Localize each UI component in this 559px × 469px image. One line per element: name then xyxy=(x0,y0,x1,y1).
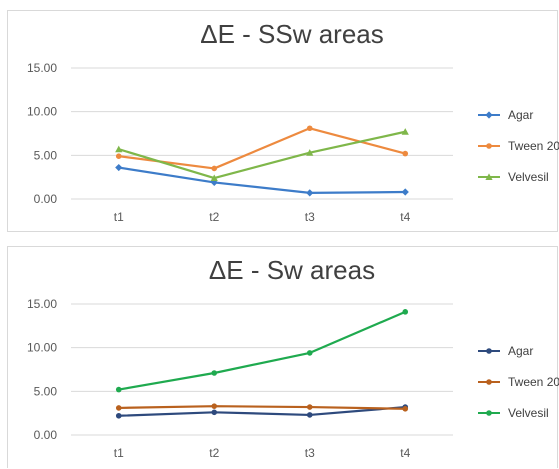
y-tick-label: 10.00 xyxy=(27,105,57,119)
data-point xyxy=(402,150,409,157)
legend-item: Agar xyxy=(478,108,533,122)
series-agar xyxy=(115,163,409,197)
series-tween-20 xyxy=(115,403,409,412)
series-line xyxy=(118,130,406,180)
data-point xyxy=(402,406,409,412)
data-point xyxy=(211,370,218,376)
data-point xyxy=(115,153,122,160)
series-line xyxy=(118,166,406,194)
x-tick-label: t4 xyxy=(400,210,410,224)
legend-marker xyxy=(485,173,493,180)
x-tick-label: t2 xyxy=(209,210,219,224)
y-tick-label: 5.00 xyxy=(34,384,58,398)
y-tick-label: 15.00 xyxy=(27,61,57,75)
series-line xyxy=(118,310,406,391)
chart-title: ΔE - SSw areas xyxy=(200,19,384,49)
y-tick-label: 0.00 xyxy=(34,192,58,206)
legend-marker xyxy=(486,348,492,354)
legend-marker xyxy=(486,410,492,416)
x-tick-label: t4 xyxy=(400,446,410,460)
series-line xyxy=(118,405,406,410)
legend-marker xyxy=(485,111,493,119)
legend-item: Velvesil xyxy=(478,170,549,184)
y-tick-label: 15.00 xyxy=(27,297,57,311)
data-point xyxy=(211,165,218,172)
legend-label: Agar xyxy=(508,344,533,358)
legend-marker xyxy=(486,143,492,149)
legend-item: Tween 20 xyxy=(478,139,559,153)
chart-title: ΔE - Sw areas xyxy=(209,255,375,285)
data-point xyxy=(210,174,218,182)
data-point xyxy=(401,128,409,135)
legend-label: Velvesil xyxy=(508,406,549,420)
legend-label: Tween 20 xyxy=(508,139,559,153)
x-tick-label: t2 xyxy=(209,446,219,460)
series-tween-20 xyxy=(115,125,409,172)
data-point xyxy=(211,403,218,409)
legend-marker xyxy=(486,379,492,385)
chart-panel-sw: ΔE - Sw areas 0.00 5.00 10.00 15.00 t1 t2 t3 t4 A… xyxy=(7,246,559,468)
data-point xyxy=(306,404,313,410)
x-tick-label: t1 xyxy=(114,446,124,460)
y-tick-label: 10.00 xyxy=(27,341,57,355)
legend-item: Tween 20 xyxy=(478,375,559,389)
chart-ssw-areas: ΔE - SSw areas 0.00 5.00 10.00 15.00 t1 t2 t3 t4… xyxy=(27,19,559,224)
y-tick-label: 0.00 xyxy=(34,428,58,442)
data-point xyxy=(306,350,313,356)
data-point xyxy=(306,125,313,132)
chart-panel-ssw: ΔE - SSw areas 0.00 5.00 10.00 15.00 t1 t2 t3 t4… xyxy=(7,10,559,232)
x-tick-label: t3 xyxy=(305,446,315,460)
legend-item: Velvesil xyxy=(478,406,549,420)
series-line xyxy=(118,127,406,170)
data-point xyxy=(115,163,123,172)
x-tick-label: t3 xyxy=(305,210,315,224)
data-point xyxy=(306,189,314,197)
series-velvesil xyxy=(115,128,409,182)
data-point xyxy=(115,412,122,419)
data-point xyxy=(401,188,409,196)
data-point xyxy=(115,145,123,153)
data-point xyxy=(211,409,218,416)
data-point xyxy=(115,386,122,393)
chart-sw-areas: ΔE - Sw areas 0.00 5.00 10.00 15.00 t1 t2 t3 t4 A… xyxy=(27,255,559,460)
data-point xyxy=(306,149,314,156)
legend-label: Velvesil xyxy=(508,170,549,184)
data-point xyxy=(306,412,313,418)
x-tick-label: t1 xyxy=(114,210,124,224)
legend-label: Agar xyxy=(508,108,533,122)
series-line xyxy=(118,405,406,417)
data-point xyxy=(402,309,409,315)
series-velvesil xyxy=(115,309,409,393)
y-tick-label: 5.00 xyxy=(34,148,58,162)
legend-item: Agar xyxy=(478,344,533,358)
data-point xyxy=(115,405,122,411)
legend-label: Tween 20 xyxy=(508,375,559,389)
